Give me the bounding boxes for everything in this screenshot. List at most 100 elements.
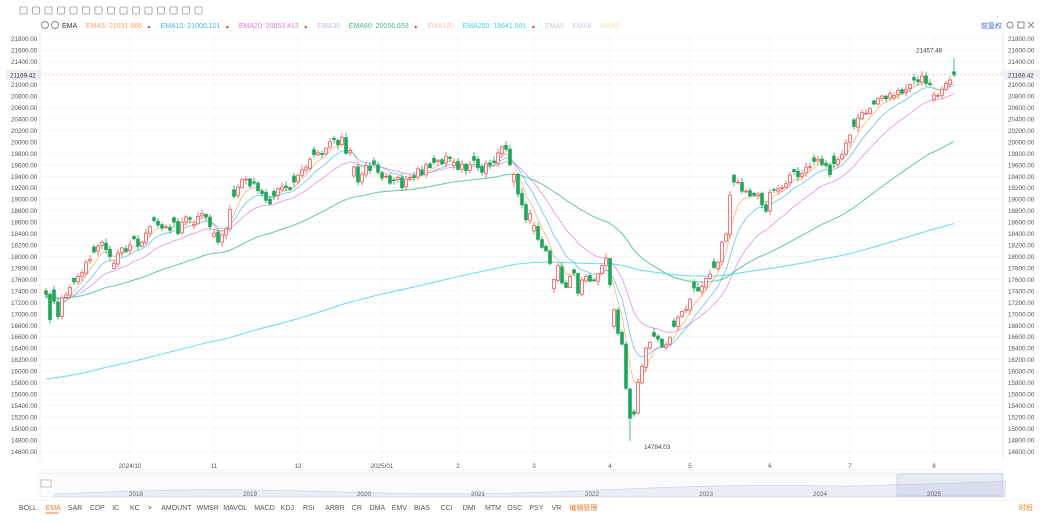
legend-item-ema20[interactable]: EMA20: 20853.413 ▲ [239, 23, 308, 30]
visibility-icon[interactable] [51, 21, 59, 29]
candle[interactable] [156, 218, 160, 228]
candle[interactable] [596, 272, 600, 286]
candle[interactable] [520, 188, 524, 209]
candle[interactable] [728, 191, 732, 239]
candle[interactable] [764, 201, 768, 214]
legend-item-ema120[interactable]: EMA120 [427, 23, 454, 30]
fuquan-selector[interactable]: 前复权 [981, 21, 1002, 30]
candle[interactable] [296, 173, 300, 185]
candle[interactable] [188, 216, 192, 224]
candle[interactable] [660, 337, 664, 348]
candle[interactable] [380, 171, 384, 182]
candle[interactable] [436, 159, 440, 166]
candle[interactable] [528, 209, 532, 225]
candle[interactable] [460, 160, 464, 173]
candle[interactable] [532, 222, 536, 235]
candle[interactable] [784, 180, 788, 189]
legend-item-ema8[interactable]: EMA8 [573, 23, 592, 30]
navigator-window[interactable] [896, 473, 1004, 497]
candle[interactable] [600, 264, 604, 275]
candle[interactable] [516, 172, 520, 198]
tab-dmi[interactable]: DMI [463, 505, 476, 512]
navigator-toggle-icon[interactable] [40, 479, 52, 488]
legend-item-ema30[interactable]: EMA30 [317, 23, 340, 30]
candle[interactable] [724, 231, 728, 243]
candle[interactable] [412, 171, 416, 182]
settings-icon[interactable] [44, 6, 53, 15]
candle[interactable] [336, 138, 340, 150]
candle[interactable] [444, 151, 448, 168]
redo-icon[interactable] [69, 6, 78, 15]
tab->[interactable]: > [148, 505, 152, 512]
candle[interactable] [832, 152, 836, 169]
candle[interactable] [100, 240, 104, 250]
candle[interactable] [924, 71, 928, 87]
candle[interactable] [368, 162, 372, 174]
candle[interactable] [936, 93, 940, 99]
candle[interactable] [852, 117, 856, 130]
candle[interactable] [344, 132, 348, 155]
candle[interactable] [320, 150, 324, 159]
draw-icon[interactable] [32, 6, 40, 15]
candle[interactable] [908, 83, 912, 93]
candle[interactable] [872, 99, 876, 106]
candle[interactable] [668, 336, 672, 347]
candle[interactable] [664, 341, 668, 351]
candle[interactable] [456, 158, 460, 171]
candle[interactable] [284, 181, 288, 192]
brush-icon[interactable] [132, 6, 140, 15]
candle[interactable] [888, 90, 892, 101]
candle[interactable] [420, 165, 424, 177]
candle[interactable] [416, 166, 420, 180]
candle[interactable] [172, 216, 176, 227]
legend-item-ema10[interactable]: EMA10: 21000.101 ▲ [161, 23, 230, 30]
candle[interactable] [680, 310, 684, 318]
tab-macd[interactable]: MACD [254, 505, 275, 512]
candle[interactable] [692, 279, 696, 293]
tab-kc[interactable]: KC [130, 505, 140, 512]
candle[interactable] [940, 86, 944, 100]
candle[interactable] [124, 245, 128, 254]
candle[interactable] [260, 188, 264, 197]
candle[interactable] [592, 277, 596, 282]
fib-icon[interactable] [119, 6, 128, 15]
candle[interactable] [644, 346, 648, 373]
candle[interactable] [900, 87, 904, 95]
tab-sar[interactable]: SAR [68, 505, 82, 512]
period-selector[interactable]: 时段 [1019, 503, 1033, 512]
candle[interactable] [904, 84, 908, 97]
candle[interactable] [844, 139, 848, 157]
tab-boll[interactable]: BOLL [19, 505, 37, 512]
candle[interactable] [820, 154, 824, 167]
candle[interactable] [148, 225, 152, 237]
trash-icon[interactable] [182, 6, 190, 15]
candle[interactable] [700, 281, 704, 297]
tab-ic[interactable]: IC [112, 505, 119, 512]
candle[interactable] [740, 177, 744, 194]
candle[interactable] [152, 215, 156, 223]
legend-item-ema5[interactable]: EMA5 [545, 23, 564, 30]
candle[interactable] [760, 191, 764, 209]
candle[interactable] [824, 160, 828, 169]
candle[interactable] [696, 283, 700, 293]
candlesticks[interactable] [44, 58, 956, 441]
candle[interactable] [572, 268, 576, 277]
candle[interactable] [708, 269, 712, 280]
candle[interactable] [944, 80, 948, 92]
candle[interactable] [120, 246, 124, 258]
candle[interactable] [932, 91, 936, 103]
candle[interactable] [376, 161, 380, 175]
candle[interactable] [424, 162, 428, 179]
candle[interactable] [128, 240, 132, 255]
candle[interactable] [720, 240, 724, 266]
candle[interactable] [748, 187, 752, 198]
candle[interactable] [400, 173, 404, 192]
candle[interactable] [392, 178, 396, 185]
tab-osc[interactable]: OSC [507, 505, 522, 512]
candle[interactable] [200, 210, 204, 219]
candle[interactable] [440, 157, 444, 166]
candle[interactable] [916, 75, 920, 86]
candle[interactable] [216, 228, 220, 245]
close-icon[interactable] [1027, 21, 1035, 29]
